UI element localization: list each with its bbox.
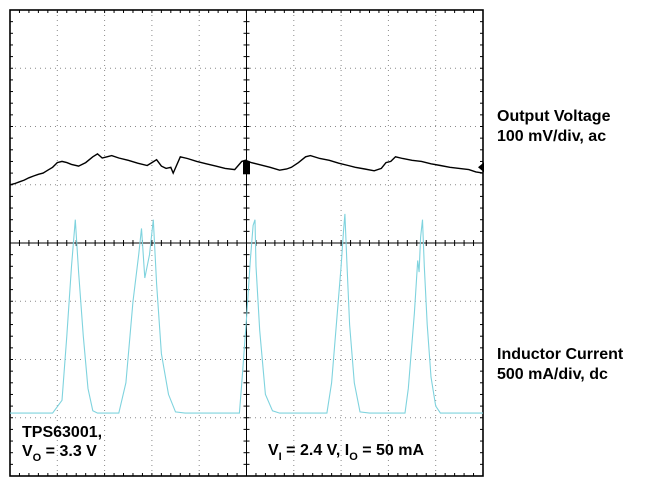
output-voltage-scale: 100 mV/div, ac — [497, 128, 607, 145]
output-voltage-annotation: VO = 3.3 V — [22, 443, 97, 464]
trigger-marker — [243, 161, 250, 175]
inductor-current-trace — [10, 213, 483, 414]
inductor-current-label: Inductor Current 500 mA/div, dc — [497, 345, 623, 385]
inductor-current-scale: 500 mA/div, dc — [497, 366, 608, 383]
inductor-current-title: Inductor Current — [497, 346, 624, 363]
level-marker-arrow — [478, 162, 484, 173]
output-voltage-label: Output Voltage 100 mV/div, ac — [497, 107, 610, 147]
device-name: TPS63001, — [22, 424, 103, 441]
output-voltage-trace — [9, 153, 484, 186]
plot-grid — [9, 9, 484, 477]
output-voltage-title: Output Voltage — [497, 108, 611, 125]
device-annotation: TPS63001, VO = 3.3 V — [22, 423, 103, 464]
conditions-annotation: VI = 2.4 V, IO = 50 mA — [268, 442, 425, 463]
